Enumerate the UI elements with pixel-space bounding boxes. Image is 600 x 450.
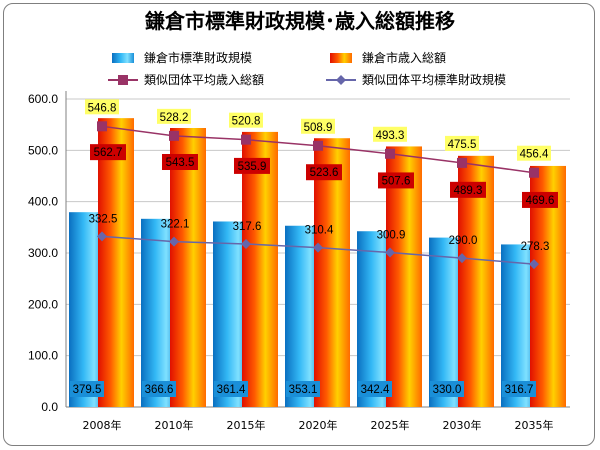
bar-standard-scale-label: 379.5 xyxy=(73,384,102,396)
bar-revenue-total xyxy=(314,138,350,407)
x-tick-label: 2035年 xyxy=(515,418,554,432)
bar-revenue-total-label: 523.6 xyxy=(310,167,339,179)
bar-standard-scale-label: 366.6 xyxy=(145,384,174,396)
avg-revenue-label: 528.2 xyxy=(160,112,189,124)
line-point-avg-standard xyxy=(241,238,251,249)
bar-standard-scale-label-bg xyxy=(286,381,320,397)
avg-standard-label: 317.6 xyxy=(233,221,262,233)
bar-revenue-total-label-bg xyxy=(306,164,342,181)
avg-revenue-label: 493.3 xyxy=(376,130,405,142)
line-point-avg-standard xyxy=(457,253,467,264)
bar-revenue-total-label: 535.9 xyxy=(238,161,267,173)
avg-revenue-label-bg xyxy=(157,108,191,124)
y-tick-label: 100.0 xyxy=(28,349,58,363)
avg-revenue-label: 520.8 xyxy=(232,116,261,128)
line-point-avg-standard xyxy=(529,259,539,270)
bar-revenue-total-label-bg xyxy=(522,191,558,208)
bar-revenue-total xyxy=(98,118,134,407)
bar-standard-scale-label: 361.4 xyxy=(217,384,246,396)
x-tick-label: 2015年 xyxy=(227,418,266,432)
line-point-avg-revenue xyxy=(457,157,467,168)
avg-revenue-label: 508.9 xyxy=(304,122,333,134)
bar-revenue-total-label-bg xyxy=(378,172,414,189)
line-point-avg-revenue xyxy=(313,140,323,151)
x-tick-label: 2020年 xyxy=(299,418,338,432)
bar-standard-scale-label-bg xyxy=(70,381,104,397)
avg-revenue-label-bg xyxy=(85,99,119,115)
bar-revenue-total-label-bg xyxy=(90,144,126,161)
avg-standard-label: 322.1 xyxy=(161,219,190,231)
avg-revenue-label: 475.5 xyxy=(448,139,477,151)
line-point-avg-standard xyxy=(385,247,395,258)
bar-revenue-total-label: 469.6 xyxy=(526,195,555,207)
y-tick-label: 500.0 xyxy=(28,143,58,157)
line-point-avg-standard xyxy=(313,242,323,253)
line-point-avg-revenue xyxy=(97,121,107,132)
bar-revenue-total-label-bg xyxy=(234,157,270,174)
bar-standard-scale-label-bg xyxy=(358,381,392,397)
bar-revenue-total-label: 562.7 xyxy=(94,147,123,159)
avg-revenue-label-bg xyxy=(445,135,479,151)
bar-standard-scale-label-bg xyxy=(142,381,176,397)
legend-swatch xyxy=(112,53,134,63)
bar-revenue-total xyxy=(242,131,278,407)
bar-standard-scale-label-bg xyxy=(430,381,464,397)
avg-revenue-label-bg xyxy=(229,112,263,128)
y-tick-label: 600.0 xyxy=(28,92,58,106)
bar-revenue-total-label-bg xyxy=(162,154,198,171)
avg-standard-label: 278.3 xyxy=(521,241,550,253)
line-point-avg-revenue xyxy=(385,148,395,159)
legend-label: 鎌倉市歳入総額 xyxy=(362,50,446,65)
avg-revenue-label-bg xyxy=(517,145,551,161)
bar-revenue-total-label-bg xyxy=(450,181,486,198)
chart-title: 鎌倉市標準財政規模･歳入総額推移 xyxy=(144,9,455,33)
legend-swatch xyxy=(330,53,352,63)
bar-revenue-total xyxy=(386,146,422,407)
bar-standard-scale-label-bg xyxy=(214,381,248,397)
x-tick-label: 2025年 xyxy=(371,418,410,432)
bar-standard-scale-label: 330.0 xyxy=(433,384,462,396)
avg-standard-label: 300.9 xyxy=(377,230,406,242)
bar-revenue-total-label: 543.5 xyxy=(166,157,195,169)
legend-marker-diamond xyxy=(336,75,346,85)
y-tick-label: 200.0 xyxy=(28,297,58,311)
bar-standard-scale-label: 342.4 xyxy=(361,384,390,396)
legend-label: 類似団体平均標準財政規模 xyxy=(362,72,506,87)
avg-revenue-label: 546.8 xyxy=(88,102,117,114)
bar-revenue-total-label: 507.6 xyxy=(382,175,411,187)
line-point-avg-revenue xyxy=(169,130,179,141)
plot-area: 0.0 100.0 200.0 300.0 400.0 500.0 600.0 379.5 56… xyxy=(28,91,570,432)
bar-standard-scale-label-bg xyxy=(502,381,536,397)
legend-marker-square xyxy=(118,75,128,85)
x-tick-label: 2030年 xyxy=(443,418,482,432)
y-tick-label: 0.0 xyxy=(41,400,58,414)
y-tick-label: 400.0 xyxy=(28,195,58,209)
avg-standard-label: 332.5 xyxy=(89,213,118,225)
bar-revenue-total xyxy=(170,128,206,407)
line-point-avg-standard xyxy=(97,231,107,242)
avg-standard-label: 310.4 xyxy=(305,225,334,237)
legend-label: 鎌倉市標準財政規模 xyxy=(144,50,252,65)
line-point-avg-standard xyxy=(169,236,179,247)
avg-standard-label: 290.0 xyxy=(449,235,478,247)
avg-revenue-label-bg xyxy=(373,126,407,142)
x-tick-label: 2008年 xyxy=(83,418,122,432)
bar-revenue-total-label: 489.3 xyxy=(454,185,483,197)
line-point-avg-revenue xyxy=(529,167,539,178)
bar-standard-scale-label: 353.1 xyxy=(289,384,318,396)
x-tick-label: 2010年 xyxy=(155,418,194,432)
line-point-avg-revenue xyxy=(241,134,251,145)
y-tick-label: 300.0 xyxy=(28,246,58,260)
avg-revenue-label: 456.4 xyxy=(520,149,549,161)
avg-revenue-label-bg xyxy=(301,118,335,134)
legend-label: 類似団体平均歳入総額 xyxy=(144,73,264,87)
bar-standard-scale-label: 316.7 xyxy=(505,384,534,396)
